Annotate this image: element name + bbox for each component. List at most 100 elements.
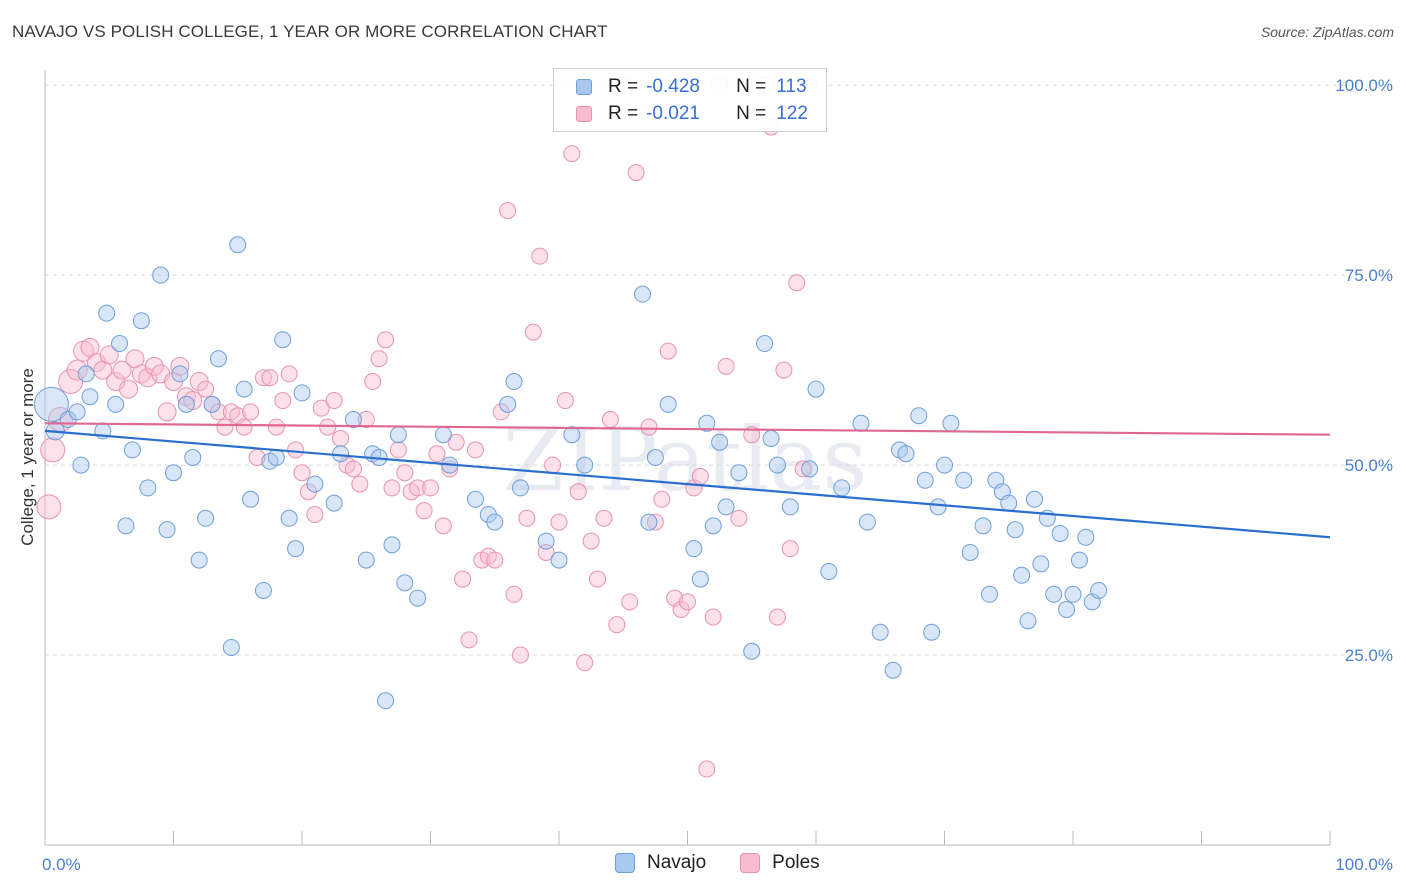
poles-point [717, 357, 735, 375]
poles-point [415, 502, 433, 520]
grid-lines [45, 84, 1350, 656]
navajo-point [858, 513, 876, 531]
navajo-point [389, 426, 407, 444]
navajo-point [634, 285, 652, 303]
poles-point [306, 505, 324, 523]
poles-point [383, 479, 401, 497]
poles-point [563, 145, 581, 163]
navajo-point [209, 350, 227, 368]
poles-point [216, 418, 234, 436]
navajo-point [511, 479, 529, 497]
navajo-point [659, 395, 677, 413]
navajo-point [123, 441, 141, 459]
y-axis-title: College, 1 year or more [18, 368, 37, 546]
legend-n-value: 113 [776, 76, 807, 97]
navajo-points [33, 236, 1108, 710]
legend-n-value: 122 [776, 103, 808, 124]
tick-labels: 25.0% 50.0% 75.0% 100.0% 0.0% 100.0% [42, 76, 1393, 874]
x-tick-label: 100.0% [1335, 855, 1393, 874]
poles-point [691, 467, 709, 485]
navajo-point [1090, 581, 1108, 599]
poles-point [396, 464, 414, 482]
navajo-point [81, 388, 99, 406]
navajo-point [1051, 524, 1069, 542]
poles-point [36, 494, 62, 520]
navajo-point [980, 585, 998, 603]
poles-point [627, 164, 645, 182]
poles-point [389, 441, 407, 459]
source-label: Source: ZipAtlas.com [1260, 24, 1394, 40]
navajo-point [117, 517, 135, 535]
poles-point [556, 392, 574, 410]
poles-point [576, 654, 594, 672]
poles-point [704, 608, 722, 626]
navajo-point [762, 430, 780, 448]
poles-point [197, 380, 215, 398]
navajo-point [377, 692, 395, 710]
legend-r-label: R = [608, 76, 639, 97]
navajo-point [550, 551, 568, 569]
poles-point [730, 509, 748, 527]
navajo-point [730, 464, 748, 482]
navajo-point [332, 445, 350, 463]
poles-point [409, 479, 427, 497]
poles-point [319, 418, 337, 436]
navajo-point [743, 642, 761, 660]
navajo-point [267, 449, 285, 466]
poles-point [434, 517, 452, 535]
navajo-point [132, 312, 150, 330]
poles-point [138, 368, 158, 388]
navajo-point [274, 331, 292, 349]
navajo-point [942, 414, 960, 432]
legend-item-navajo[interactable]: Navajo [615, 852, 706, 874]
navajo-point [33, 386, 69, 422]
navajo-point [306, 475, 324, 493]
poles-points [36, 76, 819, 778]
poles-swatch [740, 853, 761, 873]
navajo-point [107, 395, 125, 413]
navajo-point [1077, 528, 1095, 546]
correlation-legend: R = -0.428 N = 113 R = -0.021 N = 122 [553, 68, 827, 132]
y-tick-label: 25.0% [1345, 646, 1393, 665]
navajo-point [1006, 521, 1024, 539]
poles-point [582, 532, 600, 550]
poles-point [679, 593, 696, 611]
navajo-point [165, 464, 182, 482]
navajo-point [139, 479, 157, 497]
legend-r-label: R = [608, 103, 639, 124]
legend-item-poles[interactable]: Poles [740, 852, 820, 874]
poles-point [531, 247, 549, 265]
poles-point [332, 430, 350, 448]
chart-title: NAVAJO VS POLISH COLLEGE, 1 YEAR OR MORE… [12, 22, 608, 41]
poles-point [518, 509, 536, 527]
poles-point [569, 483, 587, 501]
poles-point [40, 437, 66, 463]
poles-point [351, 475, 369, 493]
navajo-point [68, 403, 86, 421]
navajo-point [833, 479, 851, 497]
navajo-point [897, 445, 915, 463]
navajo-point [646, 449, 664, 466]
poles-point [357, 411, 375, 429]
navajo-point [499, 395, 517, 413]
navajo-point [190, 551, 208, 569]
navajo-point [254, 581, 272, 599]
poles-point [422, 479, 439, 497]
poles-point [287, 441, 305, 459]
poles-point [659, 342, 677, 360]
x-tick-label: 0.0% [42, 855, 81, 874]
legend-row-navajo: R = -0.428 N = 113 [576, 75, 807, 99]
poles-point [544, 456, 562, 474]
poles-point [119, 379, 139, 399]
legend-row-poles: R = -0.021 N = 122 [576, 102, 808, 126]
poles-point [794, 460, 812, 478]
navajo-point [955, 471, 973, 489]
navajo-point [111, 335, 129, 353]
navajo-point [72, 456, 90, 474]
navajo-point [396, 574, 414, 592]
navajo-point [486, 513, 504, 531]
poles-point [325, 392, 343, 410]
poles-point [280, 365, 298, 383]
poles-point [646, 513, 664, 531]
